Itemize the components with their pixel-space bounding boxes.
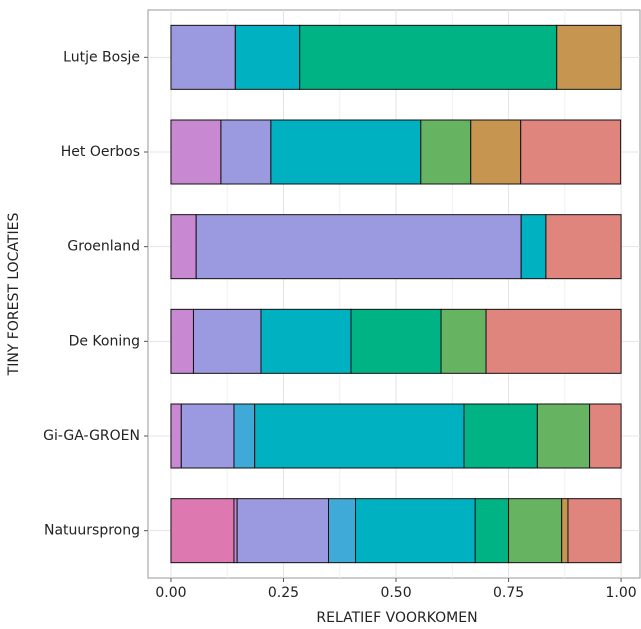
x-tick-label: 1.00 <box>606 585 637 601</box>
bar-segment <box>300 25 557 89</box>
bar-segment <box>351 309 441 373</box>
y-tick-label: Het Oerbos <box>61 144 140 160</box>
bar-segment <box>271 120 421 184</box>
bar-segment <box>171 499 234 563</box>
x-tick-label: 0.00 <box>155 585 186 601</box>
bar-segment <box>557 25 621 89</box>
bar-segment <box>171 25 235 89</box>
x-tick-label: 0.50 <box>380 585 411 601</box>
x-tick-label: 0.25 <box>268 585 299 601</box>
panel <box>148 10 640 578</box>
bar-segment <box>235 25 299 89</box>
bar-segment <box>475 499 508 563</box>
bar-segment <box>590 404 622 468</box>
y-tick-label: De Koning <box>69 333 140 349</box>
bar-segment <box>521 215 546 279</box>
bar-segment <box>171 120 221 184</box>
bar-segment <box>356 499 476 563</box>
y-tick-label: Natuursprong <box>44 523 140 539</box>
bar-segment <box>171 404 181 468</box>
bar-segment <box>509 499 562 563</box>
bar-segment <box>471 120 521 184</box>
bar-segment <box>193 309 261 373</box>
bar-segment <box>546 215 621 279</box>
y-tick-label: Gi-GA-GROEN <box>43 428 140 444</box>
y-tick-label: Groenland <box>67 239 140 255</box>
bar-segment <box>234 404 255 468</box>
bar-segment <box>421 120 471 184</box>
bar-segment <box>255 404 464 468</box>
bar-segment <box>537 404 589 468</box>
bar-segment <box>171 215 196 279</box>
bar-segment <box>181 404 234 468</box>
bar-segment <box>568 499 621 563</box>
bar-segment <box>196 215 521 279</box>
x-tick-label: 0.75 <box>493 585 524 601</box>
y-tick-label: Lutje Bosje <box>63 49 140 65</box>
bar-segment <box>521 120 621 184</box>
bar-segment <box>562 499 568 563</box>
bar-segment <box>441 309 486 373</box>
chart: RELATIEF VOORKOMEN TINY FOREST LOCATIES … <box>0 0 641 625</box>
bar-segment <box>261 309 351 373</box>
bar-segment <box>171 309 194 373</box>
bar-segment <box>237 499 328 563</box>
bar-segment <box>329 499 356 563</box>
bar-segment <box>464 404 537 468</box>
x-axis-title: RELATIEF VOORKOMEN <box>316 610 477 625</box>
y-axis-title: TINY FOREST LOCATIES <box>6 213 22 377</box>
bar-segment <box>221 120 271 184</box>
bar-segment <box>486 309 621 373</box>
